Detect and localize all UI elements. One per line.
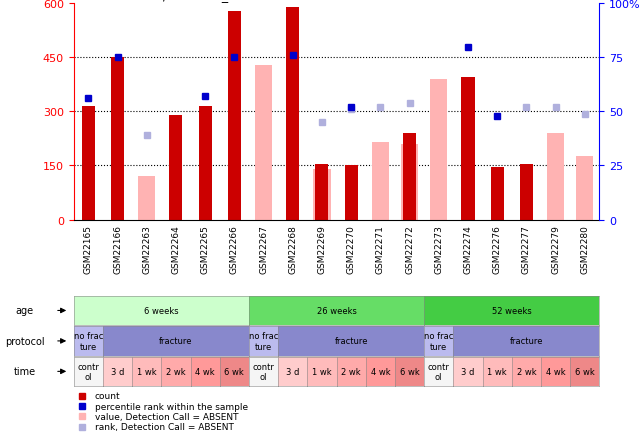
Bar — [228, 12, 241, 220]
Text: value, Detection Call = ABSENT: value, Detection Call = ABSENT — [95, 412, 238, 421]
Bar — [199, 107, 212, 220]
Text: 6 weeks: 6 weeks — [144, 306, 179, 315]
Text: 2 wk: 2 wk — [517, 367, 536, 376]
Text: rank, Detection Call = ABSENT: rank, Detection Call = ABSENT — [95, 422, 233, 431]
Text: count: count — [95, 391, 121, 400]
Text: age: age — [15, 306, 34, 316]
Text: 4 wk: 4 wk — [545, 367, 565, 376]
Text: percentile rank within the sample: percentile rank within the sample — [95, 402, 248, 411]
Bar — [547, 134, 564, 220]
Bar — [430, 80, 447, 220]
Text: GDS1995 / M15880_at: GDS1995 / M15880_at — [100, 0, 241, 2]
Text: 6 wk: 6 wk — [575, 367, 595, 376]
Text: 3 d: 3 d — [286, 367, 299, 376]
Bar — [401, 145, 419, 220]
Text: fracture: fracture — [335, 337, 368, 345]
Bar — [254, 66, 272, 220]
Text: 6 wk: 6 wk — [399, 367, 419, 376]
Bar — [169, 116, 183, 220]
Text: fracture: fracture — [510, 337, 543, 345]
Text: time: time — [13, 367, 36, 376]
Text: contr
ol: contr ol — [428, 362, 450, 381]
Text: 6 wk: 6 wk — [224, 367, 244, 376]
Bar — [286, 8, 299, 220]
Bar — [82, 107, 95, 220]
Text: 3 d: 3 d — [111, 367, 124, 376]
Text: 52 weeks: 52 weeks — [492, 306, 531, 315]
Bar — [315, 164, 328, 220]
Bar — [520, 164, 533, 220]
Text: contr
ol: contr ol — [253, 362, 274, 381]
Bar — [490, 168, 504, 220]
Bar — [313, 170, 331, 220]
Text: 4 wk: 4 wk — [196, 367, 215, 376]
Text: 1 wk: 1 wk — [312, 367, 332, 376]
Text: no frac
ture: no frac ture — [249, 332, 278, 351]
Bar — [403, 134, 416, 220]
Text: 1 wk: 1 wk — [487, 367, 507, 376]
Text: 4 wk: 4 wk — [370, 367, 390, 376]
Text: no frac
ture: no frac ture — [424, 332, 453, 351]
Text: protocol: protocol — [5, 336, 44, 346]
Bar — [576, 157, 594, 220]
Text: 2 wk: 2 wk — [166, 367, 186, 376]
Text: 2 wk: 2 wk — [341, 367, 361, 376]
Text: no frac
ture: no frac ture — [74, 332, 103, 351]
Bar — [111, 58, 124, 220]
Bar — [372, 143, 389, 220]
Text: 1 wk: 1 wk — [137, 367, 156, 376]
Text: contr
ol: contr ol — [78, 362, 99, 381]
Text: fracture: fracture — [159, 337, 193, 345]
Text: 3 d: 3 d — [462, 367, 474, 376]
Bar — [138, 177, 156, 220]
Text: 26 weeks: 26 weeks — [317, 306, 356, 315]
Bar — [345, 166, 358, 220]
Bar — [462, 78, 474, 220]
